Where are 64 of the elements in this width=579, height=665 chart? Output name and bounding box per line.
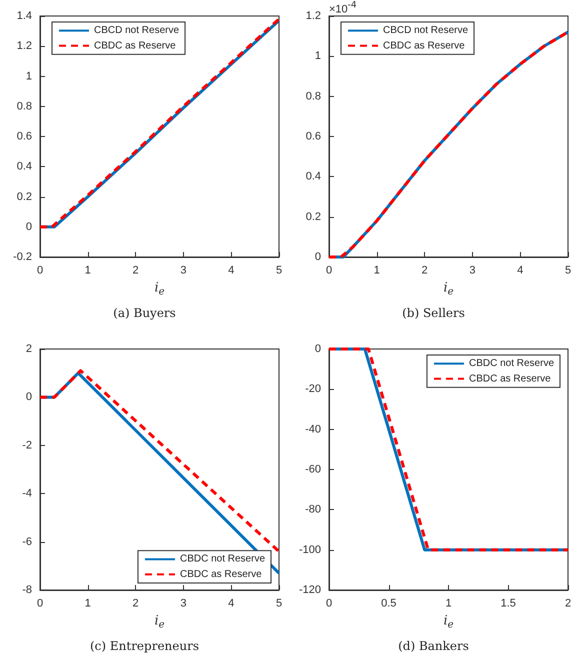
legend-label: CBDC not Reserve <box>468 358 554 370</box>
x-tick-label: 1 <box>84 264 91 276</box>
x-tick-label: 2 <box>132 598 139 610</box>
y-tick-label: 0.8 <box>16 100 32 112</box>
y-tick-label: 0 <box>314 343 321 355</box>
y-tick-label: 1 <box>314 50 321 62</box>
legend-label: CBDC as Reserve <box>180 568 262 580</box>
y-tick-label: 0.4 <box>306 170 321 183</box>
y-tick-label: -0.2 <box>13 251 32 263</box>
x-tick-label: 0 <box>36 264 44 276</box>
text: (d) Bankers <box>398 639 469 653</box>
x-tick-label: 2 <box>132 264 139 276</box>
legend-label: CBCD not Reserve <box>94 25 180 36</box>
text: (b) Sellers <box>402 306 465 320</box>
x-tick-label: 5 <box>564 264 572 276</box>
x-tick-label: 0 <box>326 264 332 276</box>
y-tick-label: 0.6 <box>16 130 32 142</box>
y-tick-label: 1.2 <box>16 40 32 52</box>
legend-label: CBDC as Reserve <box>383 40 466 52</box>
y-tick-label: 0 <box>314 251 321 263</box>
y-tick-label: 0 <box>26 220 32 233</box>
x-tick-label: 3 <box>180 598 186 610</box>
y-tick-label: -120 <box>298 584 321 596</box>
x-tick-label: 5 <box>276 598 282 610</box>
x-tick-label: 0 <box>326 598 332 610</box>
legend-label: CBDC not Reserve <box>180 554 266 565</box>
x-tick-label: 2 <box>564 598 572 610</box>
y-tick-label: 0.6 <box>306 130 321 142</box>
y-tick-label: 0.2 <box>16 190 32 203</box>
y-tick-label: -8 <box>22 584 32 596</box>
x-tick-label: 0 <box>36 598 44 610</box>
y-tick-label: 1 <box>26 70 32 82</box>
x-tick-label: 1 <box>84 598 91 610</box>
x-tick-label: 4 <box>517 264 524 276</box>
x-tick-label: 0.5 <box>381 598 396 610</box>
x-tick-label: 3 <box>180 264 186 276</box>
y-tick-label: 0.8 <box>306 90 321 102</box>
text: (c) Entrepreneurs <box>90 639 200 653</box>
y-tick-label: -20 <box>305 383 321 396</box>
x-tick-label: 5 <box>276 264 282 276</box>
x-tick-label: 4 <box>228 598 234 610</box>
legend-label: CBCD not Reserve <box>383 25 468 36</box>
y-tick-label: 0 <box>26 391 32 404</box>
y-tick-label: -100 <box>298 544 321 556</box>
y-tick-label: 1.2 <box>306 10 321 22</box>
text: (a) Buyers <box>113 306 176 320</box>
x-tick-label: 3 <box>469 264 476 276</box>
x-tick-label: 4 <box>228 264 234 276</box>
x-tick-label: 1.5 <box>500 598 516 610</box>
x-tick-label: 2 <box>422 264 428 276</box>
y-tick-label: 0.4 <box>16 160 32 173</box>
y-tick-label: -6 <box>22 536 32 548</box>
y-tick-label: -2 <box>22 439 32 452</box>
y-tick-label: 1.4 <box>16 10 32 22</box>
y-tick-label: -4 <box>22 488 32 500</box>
legend-label: CBDC as Reserve <box>468 373 552 384</box>
x-tick-label: 1 <box>445 598 452 610</box>
legend-label: CBDC as Reserve <box>94 40 176 52</box>
y-tick-label: -40 <box>305 423 321 436</box>
y-tick-label: -80 <box>305 504 321 516</box>
y-tick-label: 0.2 <box>306 210 321 223</box>
x-tick-label: 1 <box>374 264 380 276</box>
y-tick-label: 2 <box>26 343 32 355</box>
y-tick-label: -60 <box>305 464 321 476</box>
